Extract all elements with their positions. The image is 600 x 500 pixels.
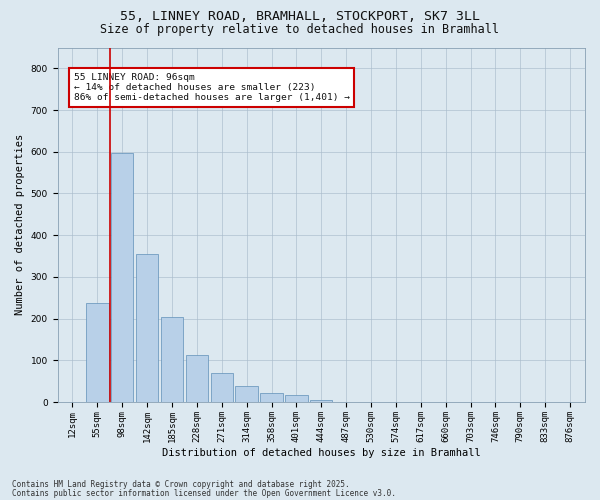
- Text: 55, LINNEY ROAD, BRAMHALL, STOCKPORT, SK7 3LL: 55, LINNEY ROAD, BRAMHALL, STOCKPORT, SK…: [120, 10, 480, 23]
- X-axis label: Distribution of detached houses by size in Bramhall: Distribution of detached houses by size …: [162, 448, 481, 458]
- Bar: [161, 316, 183, 402]
- Bar: [185, 355, 208, 402]
- Text: Contains HM Land Registry data © Crown copyright and database right 2025.: Contains HM Land Registry data © Crown c…: [12, 480, 350, 489]
- Bar: [86, 303, 109, 402]
- Bar: [285, 395, 308, 402]
- Bar: [310, 400, 332, 402]
- Bar: [260, 393, 283, 402]
- Bar: [235, 386, 258, 402]
- Bar: [211, 373, 233, 402]
- Text: Contains public sector information licensed under the Open Government Licence v3: Contains public sector information licen…: [12, 488, 396, 498]
- Text: 55 LINNEY ROAD: 96sqm
← 14% of detached houses are smaller (223)
86% of semi-det: 55 LINNEY ROAD: 96sqm ← 14% of detached …: [74, 72, 350, 102]
- Bar: [136, 254, 158, 402]
- Bar: [111, 153, 133, 402]
- Y-axis label: Number of detached properties: Number of detached properties: [15, 134, 25, 316]
- Text: Size of property relative to detached houses in Bramhall: Size of property relative to detached ho…: [101, 22, 499, 36]
